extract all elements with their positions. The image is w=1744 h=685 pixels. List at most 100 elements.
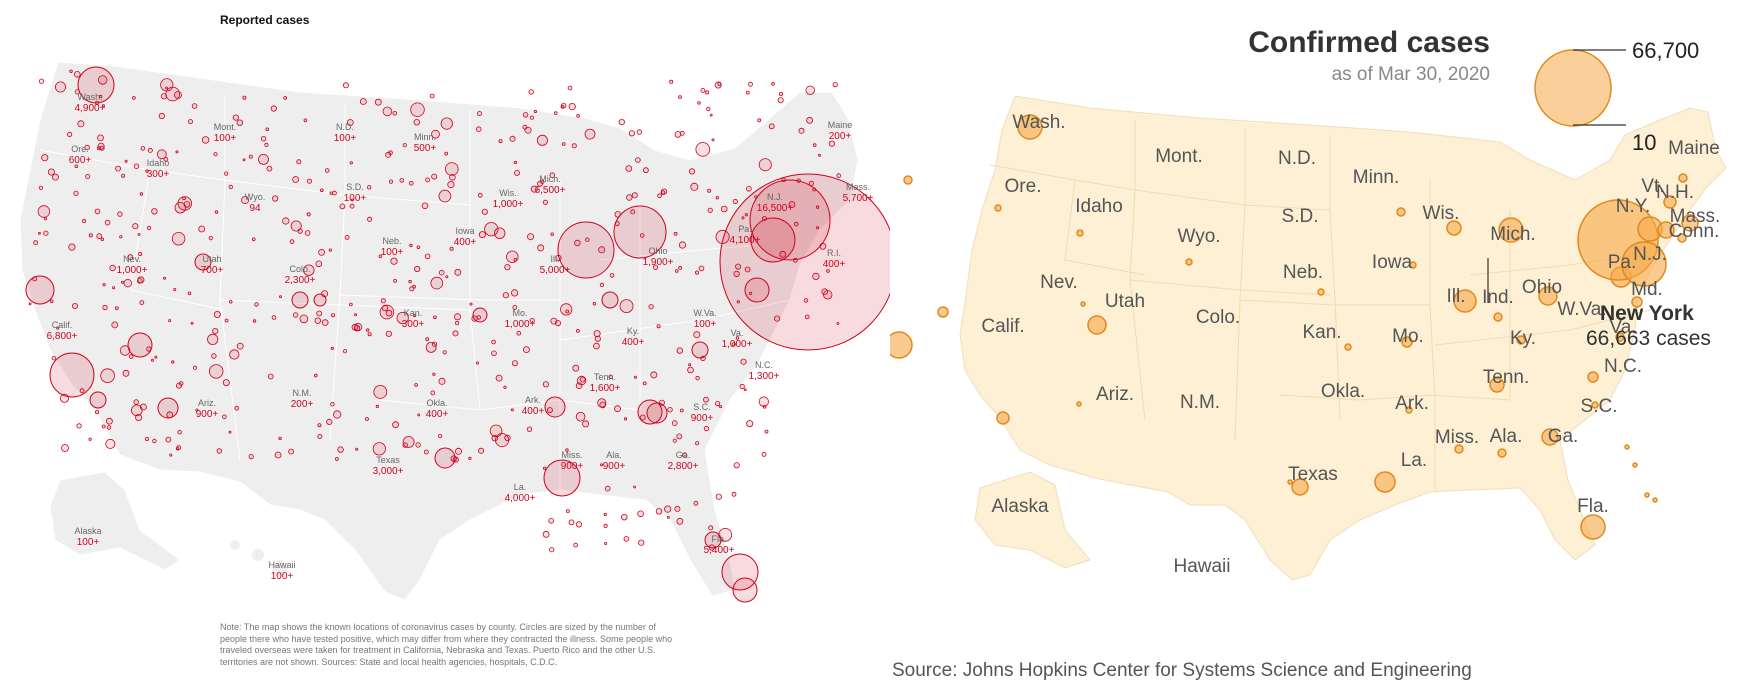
left-case-bubble <box>707 188 712 193</box>
left-case-bubble <box>349 302 353 307</box>
left-state-name: Wis. <box>499 188 517 198</box>
left-case-bubble <box>299 314 309 324</box>
left-case-bubble <box>471 315 478 322</box>
left-case-bubble <box>339 203 346 210</box>
left-case-bubble <box>757 118 762 123</box>
left-case-bubble <box>720 205 728 213</box>
left-case-bubble <box>431 173 438 180</box>
right-state-label: S.C. <box>1581 396 1618 417</box>
left-case-bubble <box>169 453 173 457</box>
left-case-bubble <box>291 291 309 309</box>
left-case-bubble <box>806 116 813 124</box>
left-case-bubble <box>438 269 445 276</box>
left-case-bubble <box>111 321 119 329</box>
left-state-name: Va. <box>731 328 744 338</box>
left-alaska <box>49 471 181 571</box>
left-case-bubble <box>174 201 187 214</box>
left-case-bubble <box>194 253 212 271</box>
left-case-bubble <box>478 231 486 239</box>
left-state-count: 5,000+ <box>540 265 571 276</box>
left-state-count: 200+ <box>829 131 852 142</box>
left-case-bubble <box>803 298 809 303</box>
left-case-bubble <box>409 286 415 292</box>
right-case-bubble <box>1580 514 1606 540</box>
right-state-label: Ohio <box>1522 277 1562 298</box>
left-case-bubble <box>657 193 662 199</box>
left-case-bubble <box>705 90 710 95</box>
left-state-name: Alaska <box>74 526 101 536</box>
left-case-bubble <box>698 265 705 272</box>
left-case-bubble <box>289 239 295 244</box>
right-state-label: Miss. <box>1435 427 1479 448</box>
left-case-bubble <box>306 212 311 217</box>
left-case-bubble <box>272 195 279 202</box>
left-case-bubble <box>494 227 506 239</box>
left-case-bubble <box>567 85 573 91</box>
left-case-bubble <box>211 353 217 359</box>
right-state-label: Ind. <box>1482 287 1514 308</box>
left-case-bubble <box>425 341 437 353</box>
left-case-bubble <box>633 485 636 489</box>
left-case-bubble <box>38 231 41 235</box>
left-state-count: 1,600+ <box>590 383 621 394</box>
right-state-label: Hawaii <box>1173 556 1230 577</box>
left-case-bubble <box>523 346 530 354</box>
left-case-bubble <box>28 302 32 306</box>
left-case-bubble <box>565 448 569 452</box>
left-case-bubble <box>511 360 518 367</box>
left-state-count: 900+ <box>561 461 584 472</box>
left-case-bubble <box>241 196 250 205</box>
left-case-bubble <box>513 160 518 165</box>
left-case-bubble <box>646 402 668 424</box>
left-case-bubble <box>379 304 395 320</box>
left-case-bubble <box>603 523 608 529</box>
left-case-bubble <box>688 168 696 175</box>
left-case-bubble <box>315 260 323 268</box>
left-case-bubble <box>317 423 322 428</box>
left-state-count: 300+ <box>147 169 170 180</box>
left-case-bubble <box>390 257 398 265</box>
right-state-borders <box>989 120 1651 490</box>
right-state-label: Colo. <box>1196 307 1240 328</box>
left-case-bubble <box>582 420 590 428</box>
left-case-bubble <box>430 390 436 396</box>
left-case-bubble <box>121 280 125 284</box>
left-state-count: 1,300+ <box>749 371 780 382</box>
left-state-name: Okla. <box>426 398 447 408</box>
left-case-bubble <box>614 405 621 413</box>
left-case-bubble <box>703 396 709 403</box>
left-case-bubble <box>671 420 678 426</box>
left-case-bubble <box>635 157 641 163</box>
left-case-bubble <box>682 452 688 458</box>
left-case-bubble <box>88 233 93 238</box>
left-case-bubble <box>346 119 354 126</box>
left-case-bubble <box>613 205 667 259</box>
right-state-label: Ariz. <box>1096 384 1134 405</box>
left-case-bubble <box>139 300 145 306</box>
left-case-bubble <box>447 181 455 189</box>
left-case-bubble <box>133 399 139 405</box>
source-note: Source: Johns Hopkins Center for Systems… <box>892 660 1472 681</box>
left-case-bubble <box>414 265 421 273</box>
left-case-bubble <box>761 451 767 457</box>
left-case-bubble <box>236 119 243 126</box>
right-case-bubble <box>1401 336 1413 348</box>
left-case-bubble <box>52 173 59 181</box>
left-case-bubble <box>355 447 359 451</box>
right-case-bubble <box>1541 428 1559 446</box>
left-hawaii <box>230 540 288 576</box>
left-case-bubble <box>38 78 45 84</box>
left-case-bubble <box>380 298 386 304</box>
left-state-count: 700+ <box>201 265 224 276</box>
left-case-bubble <box>359 98 367 105</box>
left-case-bubble <box>191 103 198 109</box>
left-case-bubble <box>449 246 454 251</box>
left-case-bubble <box>367 185 372 190</box>
left-case-bubble <box>603 512 607 517</box>
left-case-bubble <box>187 291 192 296</box>
left-case-bubble <box>812 187 817 192</box>
left-case-bubble <box>171 231 186 246</box>
left-case-bubble <box>454 268 462 276</box>
left-state-name: Texas <box>376 455 400 465</box>
left-state-count: 5,400+ <box>704 545 735 556</box>
